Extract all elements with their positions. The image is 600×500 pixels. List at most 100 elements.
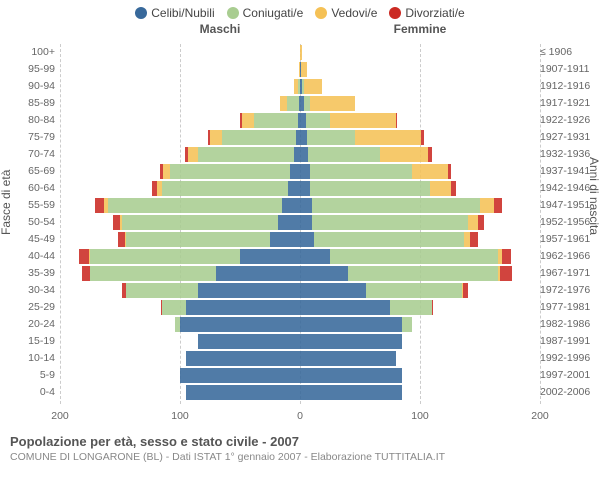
bar-male bbox=[118, 232, 300, 247]
bar-segment-divorziati bbox=[82, 266, 90, 281]
bar-segment-divorziati bbox=[478, 215, 484, 230]
bar-segment-coniugati bbox=[306, 113, 330, 128]
birth-label: 1942-1946 bbox=[540, 180, 600, 197]
bar-male bbox=[180, 368, 300, 383]
bar-female bbox=[300, 79, 322, 94]
bar-segment-coniugati bbox=[330, 249, 498, 264]
birth-label: 1962-1966 bbox=[540, 248, 600, 265]
bar-segment-vedovi bbox=[89, 249, 90, 264]
bar-segment-celibi bbox=[300, 385, 402, 400]
bar-segment-coniugati bbox=[312, 198, 480, 213]
bar-segment-vedovi bbox=[304, 79, 322, 94]
birth-label: 1932-1936 bbox=[540, 146, 600, 163]
age-row: 0-42002-2006 bbox=[0, 384, 600, 401]
bar-segment-vedovi bbox=[210, 130, 222, 145]
bar-segment-vedovi bbox=[163, 164, 170, 179]
bar-segment-divorziati bbox=[113, 215, 120, 230]
bar-segment-coniugati bbox=[175, 317, 180, 332]
bar-segment-celibi bbox=[300, 300, 390, 315]
age-row: 45-491957-1961 bbox=[0, 231, 600, 248]
bar-segment-celibi bbox=[300, 334, 402, 349]
age-label: 35-39 bbox=[0, 265, 55, 282]
bar-segment-vedovi bbox=[412, 164, 448, 179]
bar-male bbox=[175, 317, 300, 332]
age-label: 15-19 bbox=[0, 333, 55, 350]
bar-segment-coniugati bbox=[90, 266, 216, 281]
bar-segment-celibi bbox=[300, 130, 307, 145]
age-row: 35-391967-1971 bbox=[0, 265, 600, 282]
bar-female bbox=[300, 334, 402, 349]
bar-segment-divorziati bbox=[79, 249, 89, 264]
bar-segment-vedovi bbox=[242, 113, 254, 128]
bar-segment-celibi bbox=[300, 317, 402, 332]
bar-female bbox=[300, 181, 456, 196]
age-label: 65-69 bbox=[0, 163, 55, 180]
bar-male bbox=[280, 96, 300, 111]
bar-segment-vedovi bbox=[120, 215, 122, 230]
bar-segment-vedovi bbox=[157, 181, 162, 196]
bar-female bbox=[300, 385, 402, 400]
bar-male bbox=[160, 164, 300, 179]
bar-segment-vedovi bbox=[294, 79, 298, 94]
bar-female bbox=[300, 317, 412, 332]
bar-female bbox=[300, 368, 402, 383]
bar-segment-vedovi bbox=[125, 232, 126, 247]
bar-segment-celibi bbox=[300, 232, 314, 247]
age-label: 40-44 bbox=[0, 248, 55, 265]
bar-segment-coniugati bbox=[310, 181, 430, 196]
bar-female bbox=[300, 351, 396, 366]
bar-segment-coniugati bbox=[198, 147, 294, 162]
legend-item: Divorziati/e bbox=[389, 6, 464, 20]
legend-item: Coniugati/e bbox=[227, 6, 304, 20]
bar-segment-vedovi bbox=[301, 62, 307, 77]
age-row: 10-141992-1996 bbox=[0, 350, 600, 367]
bar-segment-divorziati bbox=[463, 283, 468, 298]
legend-item: Vedovi/e bbox=[315, 6, 377, 20]
age-label: 25-29 bbox=[0, 299, 55, 316]
bar-segment-celibi bbox=[282, 198, 300, 213]
age-label: 5-9 bbox=[0, 367, 55, 384]
age-label: 0-4 bbox=[0, 384, 55, 401]
legend-swatch bbox=[227, 7, 239, 19]
bar-segment-divorziati bbox=[122, 283, 126, 298]
bar-segment-coniugati bbox=[366, 283, 462, 298]
age-label: 70-74 bbox=[0, 146, 55, 163]
bar-segment-celibi bbox=[300, 351, 396, 366]
bar-segment-vedovi bbox=[280, 96, 287, 111]
bar-male bbox=[95, 198, 300, 213]
bar-segment-celibi bbox=[288, 181, 300, 196]
age-label: 60-64 bbox=[0, 180, 55, 197]
bar-segment-coniugati bbox=[307, 130, 355, 145]
bar-segment-divorziati bbox=[470, 232, 477, 247]
bar-segment-coniugati bbox=[314, 232, 464, 247]
legend-label: Vedovi/e bbox=[331, 6, 377, 20]
bar-segment-vedovi bbox=[330, 113, 396, 128]
bar-segment-coniugati bbox=[170, 164, 290, 179]
bar-female bbox=[300, 113, 397, 128]
age-row: 85-891917-1921 bbox=[0, 95, 600, 112]
bar-segment-celibi bbox=[300, 164, 310, 179]
birth-label: 1992-1996 bbox=[540, 350, 600, 367]
bar-segment-celibi bbox=[300, 181, 310, 196]
bar-segment-celibi bbox=[240, 249, 300, 264]
birth-label: 1972-1976 bbox=[540, 282, 600, 299]
chart-subtitle: COMUNE DI LONGARONE (BL) - Dati ISTAT 1°… bbox=[10, 451, 590, 463]
bar-male bbox=[79, 249, 300, 264]
bar-male bbox=[208, 130, 300, 145]
bar-segment-celibi bbox=[186, 351, 300, 366]
bar-segment-divorziati bbox=[396, 113, 397, 128]
bar-segment-coniugati bbox=[122, 215, 278, 230]
age-label: 45-49 bbox=[0, 231, 55, 248]
bar-segment-celibi bbox=[198, 334, 300, 349]
birth-label: 1987-1991 bbox=[540, 333, 600, 350]
age-row: 60-64 1942-1946 bbox=[0, 180, 600, 197]
birth-label: ≤ 1906 bbox=[540, 44, 600, 61]
birth-label: 1947-1951 bbox=[540, 197, 600, 214]
header-males: Maschi bbox=[120, 22, 320, 36]
legend-label: Divorziati/e bbox=[405, 6, 464, 20]
bar-female bbox=[300, 232, 478, 247]
bar-segment-coniugati bbox=[310, 164, 412, 179]
birth-label: 1952-1956 bbox=[540, 214, 600, 231]
age-row: 15-19 1987-1991 bbox=[0, 333, 600, 350]
bar-segment-divorziati bbox=[451, 181, 456, 196]
